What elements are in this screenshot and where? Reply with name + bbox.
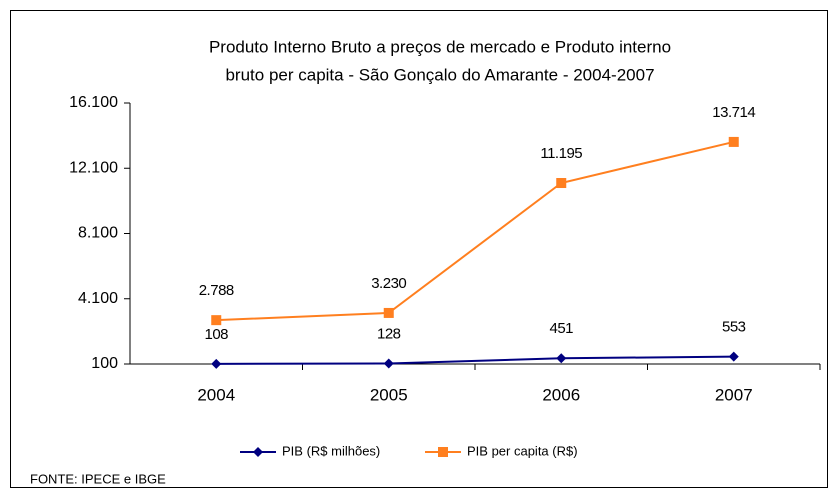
x-tick-label: 2005 [370,385,408,404]
data-point [728,136,739,147]
x-tick-label: 2006 [542,385,580,404]
data-label: 451 [549,320,573,337]
chart-border [10,10,828,488]
data-point [383,307,394,318]
data-label: 3.230 [371,275,406,292]
data-label: 13.714 [712,104,755,121]
legend-label: PIB (R$ milhões) [282,443,380,458]
data-point [728,351,739,362]
chart-title: Produto Interno Bruto a preços de mercad… [209,37,671,56]
y-tick-label: 12.100 [69,159,118,176]
data-point [211,358,222,369]
y-tick-label: 16.100 [69,94,118,111]
source-note: FONTE: IPECE e IBGE [30,471,166,486]
y-tick-label: 4.100 [78,290,118,307]
data-label: 2.788 [199,282,234,299]
data-label: 553 [722,319,746,336]
y-tick-label: 100 [91,355,118,372]
chart-title: bruto per capita - São Gonçalo do Amaran… [225,65,654,84]
data-point [211,315,222,326]
x-tick-label: 2004 [197,385,235,404]
series-line [216,140,734,322]
data-label: 11.195 [540,145,582,162]
x-tick-label: 2007 [715,385,753,404]
data-point [556,353,567,364]
series-line [216,355,734,365]
data-label: 108 [204,326,228,343]
legend-marker [253,447,263,457]
y-tick-label: 8.100 [78,225,118,242]
data-point [383,358,394,369]
legend-label: PIB per capita (R$) [467,443,578,458]
data-point [556,178,567,189]
legend-marker [438,447,448,457]
data-label: 128 [377,326,401,343]
